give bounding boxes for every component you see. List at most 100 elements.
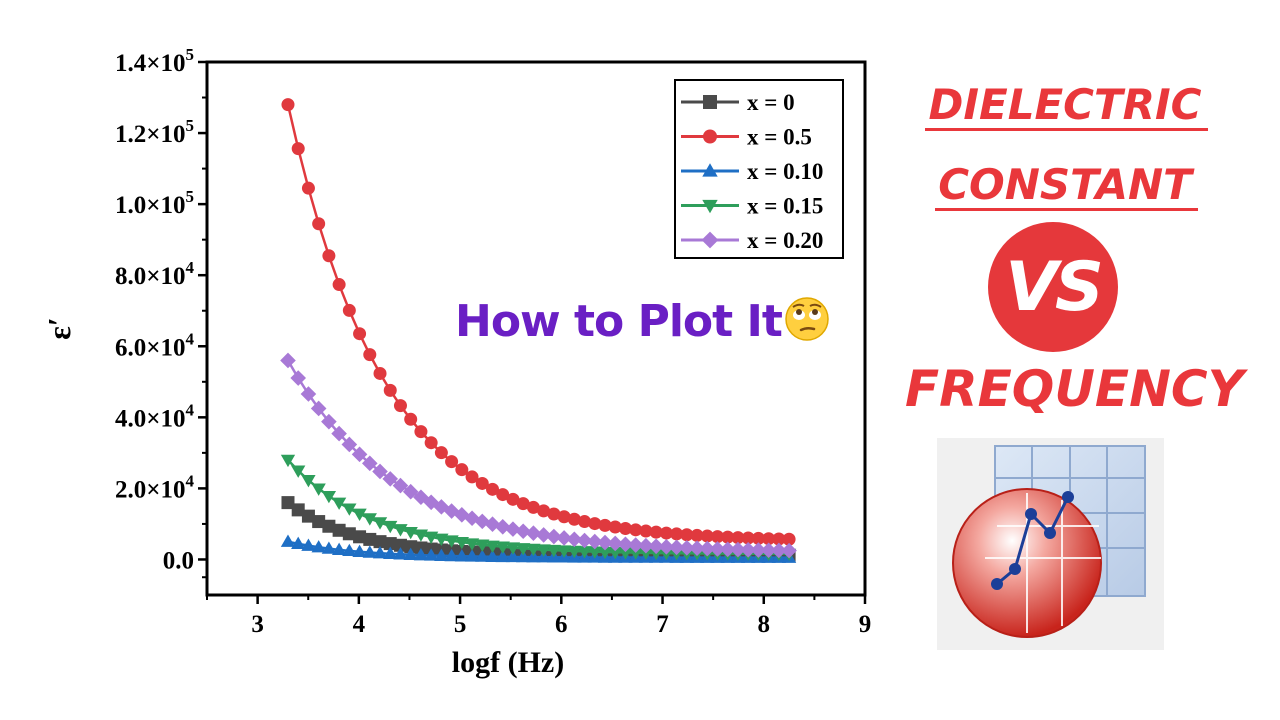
- y-tick-label: 2.0×104: [115, 471, 195, 503]
- data-point: [301, 509, 315, 523]
- data-point: [434, 533, 449, 547]
- data-point: [516, 497, 530, 511]
- plot-frame: [205, 60, 867, 597]
- data-point: [588, 517, 602, 531]
- data-point: [505, 521, 521, 537]
- data-point: [353, 327, 367, 341]
- data-point: [485, 540, 500, 553]
- data-point: [392, 477, 409, 494]
- data-point: [659, 526, 673, 540]
- data-point: [638, 537, 654, 554]
- y-tick-label: 1.2×105: [115, 116, 194, 148]
- data-point: [577, 546, 592, 559]
- legend-swatch-marker: [703, 129, 717, 144]
- data-point: [618, 522, 632, 536]
- data-point: [547, 507, 561, 521]
- data-point: [486, 482, 500, 496]
- data-point: [639, 524, 653, 538]
- data-point: [781, 542, 797, 559]
- data-point: [383, 520, 398, 534]
- data-point: [393, 399, 407, 413]
- data-point: [741, 531, 755, 545]
- legend-box: [674, 79, 844, 259]
- data-point: [414, 541, 428, 555]
- y-tick-mantissa: 1.2×10: [115, 121, 186, 148]
- data-point: [331, 425, 347, 442]
- data-point: [668, 539, 685, 556]
- data-point: [332, 523, 346, 537]
- data-point: [404, 540, 418, 554]
- data-point: [353, 530, 367, 544]
- y-tick-exponent: 5: [186, 45, 195, 64]
- data-point: [597, 534, 613, 551]
- data-point: [526, 550, 541, 563]
- data-point: [505, 542, 521, 555]
- title-frequency: FREQUENCY: [905, 360, 1244, 418]
- data-point: [782, 532, 796, 546]
- data-point: [627, 537, 644, 553]
- data-point: [424, 531, 439, 545]
- data-point: [464, 549, 480, 562]
- data-point: [361, 455, 378, 472]
- data-point: [474, 513, 491, 530]
- y-tick-mantissa: 6.0×10: [115, 334, 186, 361]
- x-tick-label: 9: [859, 611, 872, 638]
- y-tick-label: 1.0×105: [115, 187, 194, 219]
- data-point: [331, 542, 347, 556]
- data-point: [444, 548, 459, 562]
- data-point: [372, 463, 388, 480]
- vs-text: VS: [1005, 247, 1104, 327]
- dielectric-chart: 0.02.0×1044.0×1046.0×1048.0×1041.0×1051.…: [41, 45, 872, 679]
- origin-graph-logo-icon: [937, 438, 1164, 650]
- data-point: [291, 503, 305, 517]
- data-point: [495, 549, 510, 563]
- y-tick-label: 8.0×104: [115, 258, 195, 290]
- data-point: [342, 543, 357, 557]
- data-point: [546, 528, 562, 545]
- data-point: [321, 413, 337, 430]
- data-point: [578, 515, 592, 529]
- data-point: [536, 544, 551, 557]
- data-point: [291, 536, 306, 550]
- data-point: [658, 539, 675, 555]
- data-point: [506, 492, 520, 506]
- title-underline-2: [935, 208, 1198, 211]
- data-point: [363, 532, 377, 546]
- data-point: [465, 470, 479, 484]
- data-point: [475, 549, 490, 562]
- overlay-caption: How to Plot It: [455, 296, 830, 347]
- data-point: [393, 538, 407, 552]
- x-tick-label: 3: [251, 611, 264, 638]
- data-point: [424, 436, 438, 450]
- data-point: [760, 542, 777, 559]
- y-axis-label: ε′: [41, 317, 77, 340]
- y-tick-exponent: 4: [186, 400, 195, 419]
- data-point: [649, 525, 663, 539]
- title-underline-1: [925, 128, 1208, 131]
- data-point: [537, 504, 551, 518]
- legend-swatch-marker: [703, 95, 717, 109]
- data-point: [393, 547, 408, 560]
- vs-badge: VS: [988, 222, 1118, 352]
- y-tick-label: 4.0×104: [115, 400, 195, 432]
- data-point: [617, 536, 634, 553]
- data-point: [485, 549, 500, 562]
- data-point: [321, 541, 337, 554]
- data-point: [699, 540, 716, 557]
- data-point: [495, 541, 510, 554]
- data-point: [301, 475, 316, 488]
- data-point: [433, 499, 450, 515]
- data-point: [301, 181, 315, 195]
- x-tick-label: 8: [758, 611, 771, 638]
- data-point: [689, 540, 705, 557]
- data-point: [455, 463, 469, 477]
- x-tick-label: 7: [656, 611, 669, 638]
- data-point: [648, 538, 664, 555]
- overlay-text: How to Plot It: [455, 296, 783, 347]
- data-point: [454, 549, 469, 562]
- data-point: [475, 476, 489, 490]
- data-point: [280, 352, 296, 369]
- data-point: [281, 98, 295, 112]
- data-point: [404, 412, 418, 426]
- data-point: [311, 540, 326, 553]
